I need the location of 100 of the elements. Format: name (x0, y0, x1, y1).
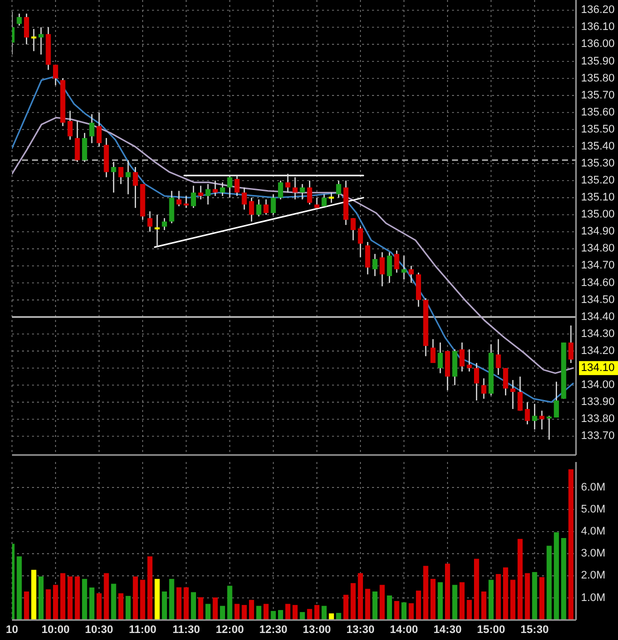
y-tick-label: 134.30 (581, 328, 615, 340)
y-tick-label: 4.0M (581, 526, 606, 538)
bar (466, 600, 472, 620)
y-tick-label: 136.00 (581, 38, 615, 50)
bar (496, 574, 501, 620)
candlestick (270, 194, 276, 216)
x-tick-label: 11:00 (128, 624, 156, 636)
bar (401, 602, 407, 620)
bar (82, 578, 88, 620)
bar (322, 606, 327, 620)
x-tick-label: 14:30 (433, 624, 462, 636)
candlestick (322, 194, 327, 209)
bar (205, 604, 211, 620)
bar (184, 587, 189, 620)
bar (132, 576, 138, 620)
bar (546, 546, 552, 620)
bar (190, 592, 196, 620)
candlestick (430, 338, 436, 364)
candlestick (546, 415, 552, 440)
bar (561, 538, 566, 620)
candlestick (154, 214, 160, 248)
bar (474, 558, 480, 620)
y-tick-label: 5.0M (581, 503, 606, 516)
bar (60, 573, 66, 620)
bar (568, 469, 574, 620)
bar (16, 556, 22, 620)
candlestick (438, 342, 443, 374)
bar (380, 584, 385, 620)
candlestick (96, 112, 102, 148)
bar (198, 597, 204, 620)
candlestick (111, 161, 116, 194)
bar (74, 576, 80, 620)
candlestick (126, 160, 131, 195)
bar (96, 593, 102, 620)
candlestick (162, 218, 167, 231)
bar (111, 584, 116, 620)
x-tick-label: 10:30 (85, 624, 114, 636)
bar (285, 604, 290, 620)
bar (510, 580, 516, 620)
x-tick-label: 12:00 (216, 624, 244, 636)
candlestick (328, 192, 334, 204)
bar (212, 597, 218, 620)
bar (264, 604, 269, 620)
candlestick (68, 110, 73, 140)
candlestick (554, 381, 559, 418)
bar (53, 584, 58, 620)
bar (343, 594, 348, 620)
y-tick-label: 135.20 (581, 174, 615, 187)
candlestick (132, 166, 138, 209)
y-tick-label: 134.00 (581, 379, 615, 392)
candlestick (74, 120, 80, 162)
bar (169, 578, 174, 620)
y-tick-label: 135.60 (581, 106, 615, 118)
y-tick-label: 134.20 (581, 344, 615, 357)
y-tick-label: 135.70 (581, 89, 615, 102)
bar (140, 580, 146, 620)
y-tick-label: 133.80 (581, 413, 615, 426)
y-tick-label: 135.00 (581, 208, 615, 221)
candlestick (89, 114, 94, 144)
bar (31, 570, 36, 620)
line-series (12, 116, 574, 374)
bar (524, 573, 530, 620)
bar (38, 576, 44, 620)
bar (242, 604, 247, 620)
candlestick (248, 197, 254, 222)
bar (154, 578, 160, 620)
y-tick-label: 134.70 (581, 260, 615, 272)
bar (532, 572, 538, 620)
candlestick (408, 265, 414, 284)
bar (234, 604, 240, 620)
bar (24, 591, 30, 620)
x-tick-label: 11:30 (172, 624, 200, 636)
bar (372, 591, 378, 620)
candlestick (532, 403, 538, 430)
candlestick (220, 182, 226, 197)
bar (300, 612, 305, 620)
y-tick-label: 1.0M (581, 592, 606, 604)
y-tick-label: 6.0M (581, 481, 606, 494)
bar (89, 588, 94, 620)
candlestick (481, 378, 486, 400)
candlestick (292, 176, 298, 200)
candlestick (234, 174, 240, 197)
bar (518, 538, 523, 620)
bar (227, 586, 232, 620)
bar (365, 588, 370, 620)
candlestick (31, 28, 36, 52)
candlestick (336, 180, 342, 198)
candlestick (307, 180, 312, 206)
candlestick (466, 348, 472, 372)
candlestick (242, 186, 247, 210)
bar (452, 584, 458, 620)
candlestick (184, 195, 189, 209)
bar (430, 578, 436, 620)
candlestick (198, 185, 204, 200)
y-tick-label: 134.60 (581, 276, 615, 289)
y-tick-label: 135.50 (581, 123, 615, 136)
y-tick-label: 134.90 (581, 226, 615, 238)
bar (488, 580, 494, 620)
candlestick (264, 198, 269, 216)
annotation: 134.10 (581, 362, 615, 374)
